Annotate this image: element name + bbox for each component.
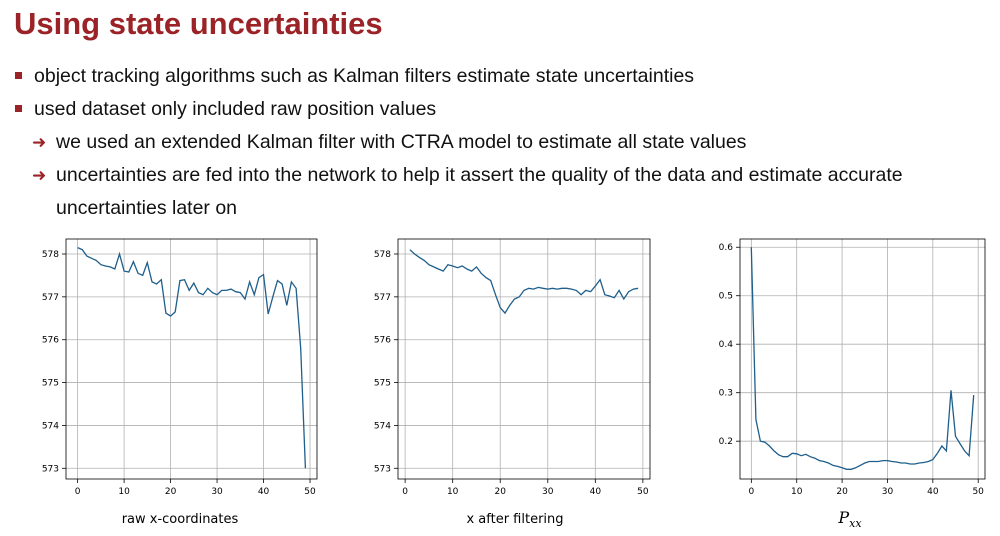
x-tick-label: 50 bbox=[972, 487, 984, 497]
slide-title: Using state uncertainties bbox=[14, 6, 383, 41]
chart-pxx: 0 10 20 30 40 50 0.2 0.3 0.4 0.5 0.6 bbox=[665, 232, 995, 507]
y-tick-label: 574 bbox=[42, 421, 59, 431]
series-line bbox=[409, 249, 639, 315]
y-tick-label: 0.3 bbox=[719, 389, 733, 399]
x-tick-label: 40 bbox=[258, 487, 270, 497]
y-tick-label: 0.6 bbox=[719, 243, 734, 253]
caption-filtered: x after filtering bbox=[466, 512, 564, 527]
plot-frame bbox=[397, 238, 651, 480]
plot-frame bbox=[65, 238, 318, 480]
x-tick-label: 30 bbox=[211, 487, 223, 497]
y-tick-label: 573 bbox=[374, 464, 391, 474]
sub-bullet-item: ➜ we used an extended Kalman filter with… bbox=[14, 126, 994, 159]
y-tick-label: 0.4 bbox=[719, 340, 734, 350]
x-tick-label: 10 bbox=[447, 487, 459, 497]
grid-lines bbox=[740, 239, 985, 479]
x-tick-label: 20 bbox=[165, 487, 177, 497]
x-tick-label: 30 bbox=[542, 487, 554, 497]
x-tick-label: 0 bbox=[402, 487, 408, 497]
sub-bullet-text: we used an extended Kalman filter with C… bbox=[56, 131, 747, 153]
bullet-text: used dataset only included raw position … bbox=[34, 98, 437, 120]
chart-raw-x: 0 10 20 30 40 50 573 574 575 576 577 578 bbox=[0, 232, 330, 507]
chart-filtered-x-svg: 0 10 20 30 40 50 573 574 575 576 577 578 bbox=[374, 238, 651, 497]
right-arrow-icon: ➜ bbox=[32, 166, 47, 185]
x-tick-label: 0 bbox=[748, 487, 754, 497]
x-tick-label: 40 bbox=[927, 487, 939, 497]
plot-frame bbox=[739, 238, 986, 480]
sub-bullet-text: uncertainties are fed into the network t… bbox=[56, 164, 903, 186]
sub-bullet-continuation: uncertainties later on bbox=[14, 192, 994, 225]
sub-bullet-item: ➜ uncertainties are fed into the network… bbox=[14, 159, 994, 192]
x-tick-label: 50 bbox=[304, 487, 316, 497]
square-bullet-icon bbox=[15, 72, 22, 79]
series-line bbox=[77, 247, 307, 469]
x-tick-label: 40 bbox=[590, 487, 602, 497]
bullet-item: object tracking algorithms such as Kalma… bbox=[14, 60, 994, 93]
x-tick-label: 30 bbox=[882, 487, 894, 497]
chart-raw-x-svg: 0 10 20 30 40 50 573 574 575 576 577 578 bbox=[42, 238, 318, 497]
caption-pxx-main: P bbox=[838, 508, 850, 527]
y-tick-label: 577 bbox=[374, 293, 391, 303]
y-tick-label: 576 bbox=[374, 336, 391, 346]
right-arrow-icon: ➜ bbox=[32, 133, 47, 152]
bullet-text: object tracking algorithms such as Kalma… bbox=[34, 65, 695, 87]
grid-lines bbox=[398, 239, 650, 479]
y-tick-label: 578 bbox=[42, 250, 59, 260]
x-tick-label: 20 bbox=[494, 487, 506, 497]
x-tick-label: 0 bbox=[75, 487, 81, 497]
caption-pxx: Pxx bbox=[810, 508, 890, 530]
y-tick-label: 578 bbox=[374, 250, 391, 260]
x-tick-label: 20 bbox=[836, 487, 848, 497]
chart-filtered-x: 0 10 20 30 40 50 573 574 575 576 577 578 bbox=[330, 232, 660, 507]
caption-pxx-sub: xx bbox=[849, 517, 862, 531]
x-tick-label: 50 bbox=[637, 487, 649, 497]
bullet-item: used dataset only included raw position … bbox=[14, 93, 994, 126]
y-tick-label: 575 bbox=[374, 379, 391, 389]
y-tick-label: 575 bbox=[42, 379, 59, 389]
caption-raw: raw x-coordinates bbox=[121, 512, 239, 527]
x-tick-label: 10 bbox=[791, 487, 803, 497]
square-bullet-icon bbox=[15, 105, 22, 112]
series-line bbox=[750, 247, 975, 470]
x-tick-label: 10 bbox=[118, 487, 130, 497]
y-tick-label: 576 bbox=[42, 336, 59, 346]
sub-bullet-text: uncertainties later on bbox=[56, 197, 238, 219]
bullet-list: object tracking algorithms such as Kalma… bbox=[14, 60, 994, 225]
chart-pxx-svg: 0 10 20 30 40 50 0.2 0.3 0.4 0.5 0.6 bbox=[719, 238, 986, 497]
y-tick-label: 0.5 bbox=[719, 292, 733, 302]
y-tick-label: 577 bbox=[42, 293, 59, 303]
y-tick-label: 573 bbox=[42, 464, 59, 474]
y-tick-label: 0.2 bbox=[719, 437, 733, 447]
grid-lines bbox=[66, 239, 317, 479]
y-tick-label: 574 bbox=[374, 421, 391, 431]
